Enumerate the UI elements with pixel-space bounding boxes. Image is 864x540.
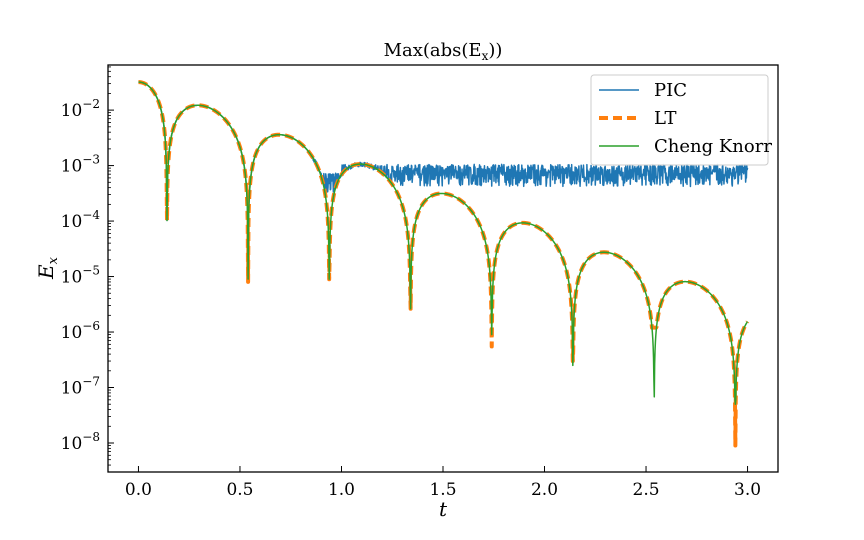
legend-label-pic: PIC xyxy=(654,80,687,101)
x-tick-label: 3.0 xyxy=(734,480,761,500)
x-tick-label: 1.0 xyxy=(328,480,355,500)
y-tick-label: 10−3 xyxy=(61,153,100,177)
y-tick-label: 10−4 xyxy=(61,208,101,232)
x-tick-label: 2.5 xyxy=(633,480,660,500)
chart-title: Max(abs(Ex)) xyxy=(384,40,503,63)
series-line-cheng-knorr xyxy=(138,81,749,405)
y-axis-label: Ex xyxy=(34,256,61,280)
legend: PIC LT Cheng Knorr xyxy=(590,74,772,166)
y-tick-label: 10−6 xyxy=(61,319,100,343)
series-layer xyxy=(136,80,750,448)
legend-label-lt: LT xyxy=(654,108,677,129)
legend-label-cheng-knorr: Cheng Knorr xyxy=(654,136,772,157)
x-tick-label: 2.0 xyxy=(531,480,558,500)
y-tick-label: 10−8 xyxy=(61,430,100,454)
y-axis: 10−8 10−7 10−6 10−5 10−4 10−3 10−2 xyxy=(61,66,114,473)
y-tick-label: 10−2 xyxy=(61,97,100,121)
x-axis-label: t xyxy=(439,497,448,521)
x-tick-label: 0.0 xyxy=(125,480,152,500)
y-tick-label: 10−5 xyxy=(61,264,100,288)
x-tick-label: 1.5 xyxy=(429,480,456,500)
y-tick-label: 10−7 xyxy=(61,375,100,399)
x-tick-label: 0.5 xyxy=(226,480,253,500)
legend-box xyxy=(590,74,769,166)
x-axis: 0.0 0.5 1.0 1.5 2.0 2.5 3.0 xyxy=(125,466,761,500)
